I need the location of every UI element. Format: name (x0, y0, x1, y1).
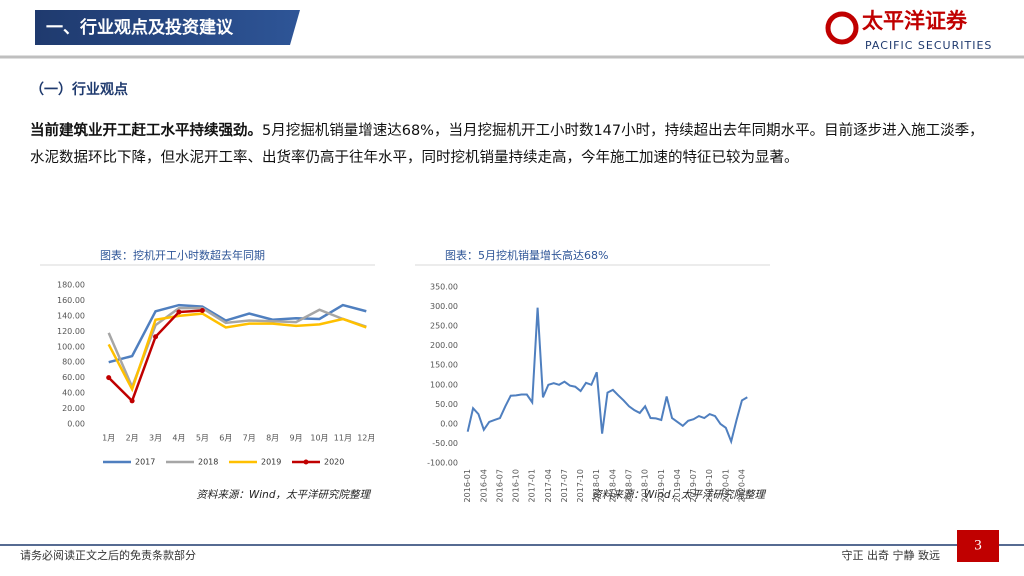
x-tick-label: 2017-04 (544, 469, 553, 502)
x-tick-label: 2016-01 (463, 469, 472, 502)
page-number: 3 (974, 537, 982, 553)
header-title: 一、行业观点及投资建议 (46, 17, 234, 38)
x-tick-label: 2018-07 (625, 469, 634, 502)
chart-source: 资料来源：Wind，太平洋研究院整理 (196, 489, 371, 501)
x-tick-label: 2020-01 (721, 469, 730, 502)
legend-label: 2018 (198, 458, 218, 467)
x-tick-label: 10月 (310, 434, 328, 443)
disclaimer: 请务必阅读正文之后的免责条款部分 (20, 548, 196, 562)
x-tick-label: 2019-07 (689, 469, 698, 502)
x-tick-label: 8月 (266, 434, 279, 443)
lead: 当前建筑业开工赶工水平持续强劲。 (30, 123, 262, 139)
header-bar (35, 10, 300, 45)
x-tick-label: 2019-10 (705, 469, 714, 502)
chart-title: 图表：5月挖机销量增长高达68% (445, 248, 608, 262)
y-tick-label: -50.00 (432, 439, 458, 448)
x-tick-label: 2019-04 (673, 469, 682, 502)
x-tick-label: 2017-01 (528, 469, 537, 502)
legend-label: 2017 (135, 458, 155, 467)
x-tick-label: 2016-07 (495, 469, 504, 502)
x-tick-label: 2019-01 (657, 469, 666, 502)
x-tick-label: 4月 (172, 434, 185, 443)
x-tick-label: 2016-04 (479, 469, 488, 502)
page-box (957, 530, 999, 562)
motto: 守正 出奇 宁静 致远 (842, 548, 941, 562)
x-tick-label: 5月 (196, 434, 209, 443)
legend-marker (303, 459, 309, 465)
x-tick-label: 6月 (219, 434, 232, 443)
y-tick-label: 350.00 (430, 283, 458, 292)
x-tick-label: 2016-10 (512, 469, 521, 502)
y-tick-label: 0.00 (67, 420, 85, 429)
legend-label: 2019 (261, 458, 281, 467)
series-marker (129, 398, 135, 404)
body: 5月挖掘机销量增速达68%，当月挖掘机开工小时数147小时，持续超出去年同期水平… (30, 123, 984, 166)
y-tick-label: 100.00 (57, 342, 85, 351)
x-tick-label: 9月 (289, 434, 302, 443)
series-marker (176, 309, 182, 315)
y-tick-label: 60.00 (62, 373, 85, 382)
paragraph: 当前建筑业开工赶工水平持续强劲。5月挖掘机销量增速达68%，当月挖掘机开工小时数… (30, 118, 995, 172)
x-tick-label: 2017-07 (560, 469, 569, 502)
y-tick-label: 50.00 (435, 400, 458, 409)
y-tick-label: 180.00 (57, 281, 85, 290)
x-tick-label: 2018-04 (608, 469, 617, 502)
x-tick-label: 2018-01 (592, 469, 601, 502)
x-tick-label: 11月 (334, 434, 352, 443)
x-tick-label: 2018-10 (641, 469, 650, 502)
y-tick-label: 200.00 (430, 341, 458, 350)
series-marker (153, 334, 159, 340)
y-tick-label: 80.00 (62, 358, 85, 367)
logo-en: PACIFIC SECURITIES (865, 39, 992, 52)
y-tick-label: 20.00 (62, 404, 85, 413)
y-tick-label: 40.00 (62, 389, 85, 398)
y-tick-label: 120.00 (57, 327, 85, 336)
x-tick-label: 2017-10 (576, 469, 585, 502)
chart-source: 资料来源：Wind，太平洋研究院整理 (591, 489, 766, 501)
series-line (107, 306, 367, 391)
x-tick-label: 2020-04 (737, 469, 746, 502)
x-tick-label: 2月 (126, 434, 139, 443)
legend-label: 2020 (324, 458, 344, 467)
series-line (466, 307, 748, 445)
y-tick-label: 160.00 (57, 296, 85, 305)
section-title: （一）行业观点 (30, 81, 128, 98)
y-tick-label: 140.00 (57, 311, 85, 320)
x-tick-label: 1月 (102, 434, 115, 443)
logo-icon (825, 11, 859, 45)
logo-cn: 太平洋证券 (862, 9, 968, 33)
chart-title: 图表：挖机开工小时数超去年同期 (100, 248, 265, 262)
series-line (108, 303, 367, 364)
y-tick-label: 0.00 (440, 419, 458, 428)
series-marker (199, 307, 205, 313)
series-marker (106, 375, 112, 381)
series-line (107, 312, 367, 393)
y-tick-label: 250.00 (430, 322, 458, 331)
x-tick-label: 7月 (243, 434, 256, 443)
x-tick-label: 12月 (357, 434, 375, 443)
y-tick-label: -100.00 (427, 459, 458, 468)
y-tick-label: 100.00 (430, 380, 458, 389)
x-tick-label: 3月 (149, 434, 162, 443)
y-tick-label: 300.00 (430, 302, 458, 311)
y-tick-label: 150.00 (430, 361, 458, 370)
